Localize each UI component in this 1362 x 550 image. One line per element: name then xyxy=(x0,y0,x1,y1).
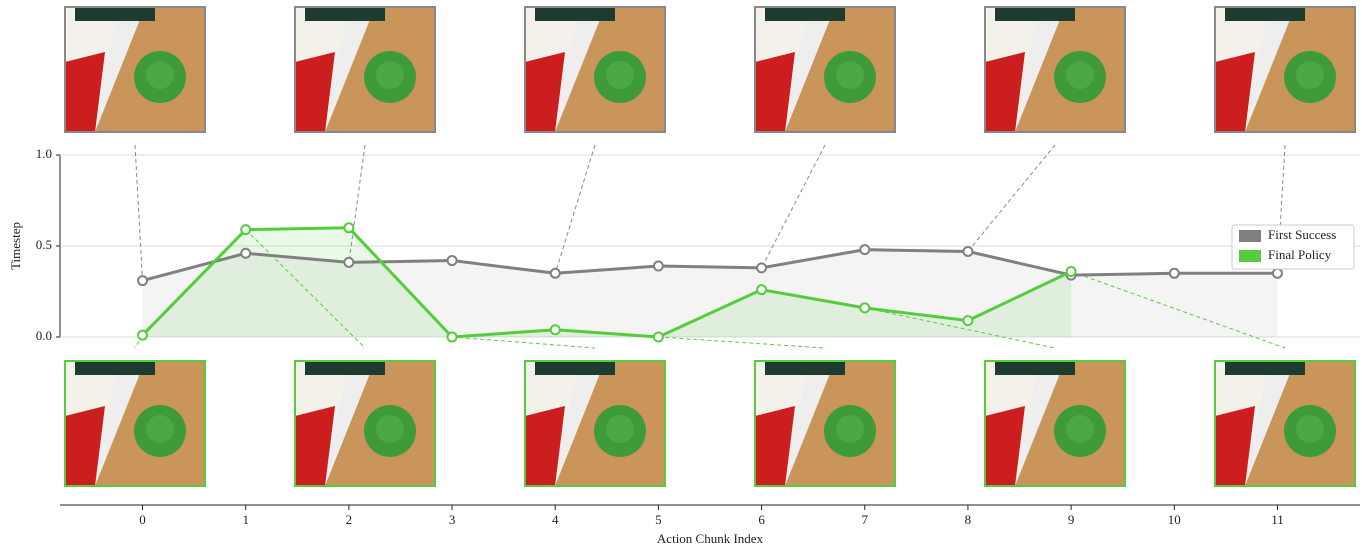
x-tick-label: 10 xyxy=(1168,512,1181,527)
snapshot-final-policy xyxy=(755,361,895,486)
connector xyxy=(762,145,825,268)
snapshot-first-success xyxy=(985,7,1125,132)
legend-swatch xyxy=(1239,250,1261,262)
marker xyxy=(448,256,457,265)
marker xyxy=(860,245,869,254)
marker xyxy=(860,303,869,312)
connector xyxy=(658,337,825,348)
x-tick-label: 0 xyxy=(139,512,146,527)
snapshot-first-success xyxy=(65,7,205,132)
marker xyxy=(757,285,766,294)
snapshot-final-policy xyxy=(1215,361,1355,486)
marker xyxy=(654,262,663,271)
legend-swatch xyxy=(1239,230,1261,242)
snapshots xyxy=(60,155,1360,337)
snapshot-first-success xyxy=(1215,7,1355,132)
marker xyxy=(963,316,972,325)
legend-label: First Success xyxy=(1268,227,1336,242)
legend-label: Final Policy xyxy=(1268,247,1332,262)
y-tick-label: 0.0 xyxy=(36,328,52,343)
x-tick-label: 3 xyxy=(449,512,456,527)
marker xyxy=(551,269,560,278)
connector xyxy=(135,145,143,281)
snapshot-final-policy xyxy=(65,361,205,486)
page: Action Chunk Index Timestep 0.0 0.5 1.0 0 1 2… xyxy=(0,0,1362,550)
marker xyxy=(344,223,353,232)
marker xyxy=(138,276,147,285)
marker xyxy=(1170,269,1179,278)
snapshot-final-policy xyxy=(985,361,1125,486)
x-tick-label: 5 xyxy=(655,512,662,527)
marker xyxy=(138,331,147,340)
y-axis-label: Timestep xyxy=(8,222,23,270)
marker xyxy=(344,258,353,267)
marker xyxy=(757,263,766,272)
x-tick-label: 7 xyxy=(862,512,869,527)
x-tick-label: 9 xyxy=(1068,512,1075,527)
marker xyxy=(241,249,250,258)
marker xyxy=(1273,269,1282,278)
x-tick-label: 1 xyxy=(242,512,249,527)
marker xyxy=(448,333,457,342)
snapshot-first-success xyxy=(755,7,895,132)
snapshot-final-policy xyxy=(295,361,435,486)
snapshot-first-success xyxy=(525,7,665,132)
x-axis-label: Action Chunk Index xyxy=(657,531,764,546)
connector xyxy=(968,145,1055,251)
chart: Action Chunk Index Timestep 0.0 0.5 1.0 0 1 2… xyxy=(0,0,1362,550)
x-tick-label: 2 xyxy=(346,512,353,527)
marker xyxy=(963,247,972,256)
connector xyxy=(452,337,595,348)
x-tick-label: 11 xyxy=(1271,512,1284,527)
marker xyxy=(1067,267,1076,276)
marker xyxy=(654,333,663,342)
x-tick-label: 4 xyxy=(552,512,559,527)
marker xyxy=(241,225,250,234)
marker xyxy=(551,325,560,334)
x-tick-label: 8 xyxy=(965,512,972,527)
legend: First Success Final Policy xyxy=(1232,225,1354,269)
snapshot-final-policy xyxy=(525,361,665,486)
y-tick-label: 0.5 xyxy=(36,237,52,252)
snapshot-first-success xyxy=(295,7,435,132)
connector xyxy=(555,145,595,273)
y-tick-label: 1.0 xyxy=(36,146,52,161)
x-tick-label: 6 xyxy=(758,512,765,527)
